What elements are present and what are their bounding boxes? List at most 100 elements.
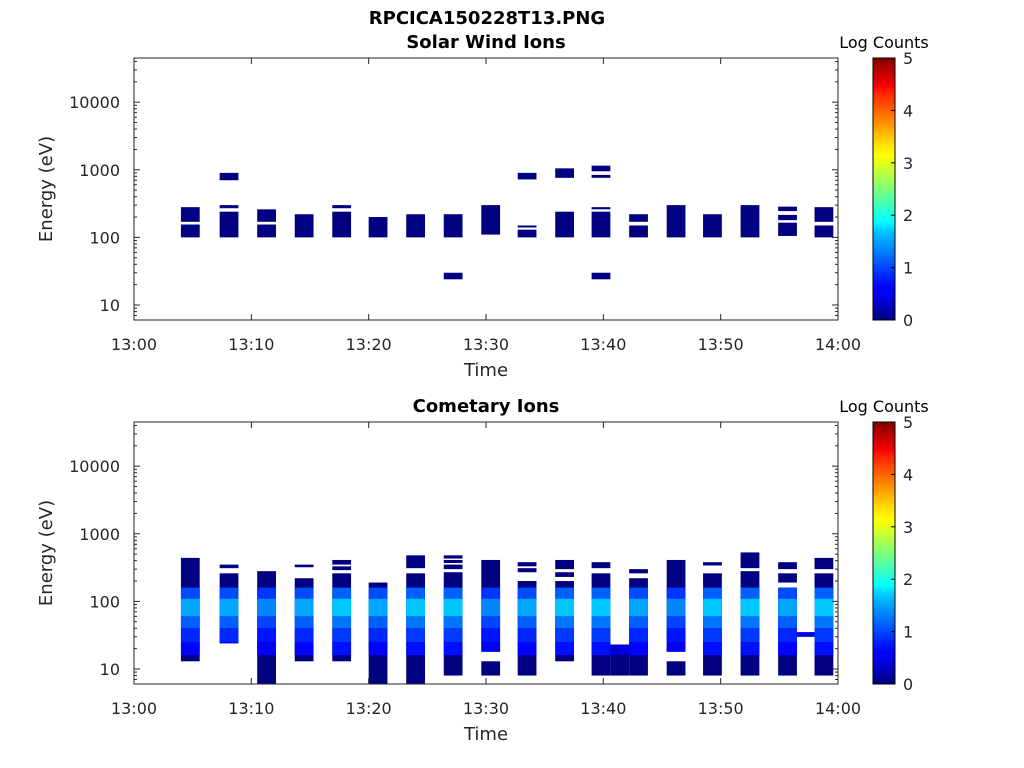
x-tick-label: 13:10 xyxy=(228,699,274,718)
data-cell xyxy=(180,628,200,643)
data-cell xyxy=(219,205,239,209)
x-tick-label: 13:00 xyxy=(111,699,157,718)
data-cell xyxy=(406,616,425,629)
data-cell xyxy=(591,272,611,280)
data-cell xyxy=(257,628,276,643)
data-cell xyxy=(666,598,686,617)
plot-frame xyxy=(133,57,839,321)
data-cell xyxy=(555,616,574,629)
colorbar-tick-label: 5 xyxy=(903,413,913,432)
data-cell xyxy=(219,172,239,181)
data-cell xyxy=(443,555,463,559)
data-cell xyxy=(778,214,797,221)
x-tick-label: 13:50 xyxy=(698,335,744,354)
colorbar-tick-label: 2 xyxy=(903,206,913,225)
data-cell xyxy=(778,616,797,629)
data-cell xyxy=(332,628,352,643)
data-cell xyxy=(180,207,200,222)
data-cell xyxy=(629,225,648,238)
data-cell xyxy=(180,587,200,599)
data-cell xyxy=(180,616,200,629)
data-cell xyxy=(666,205,686,238)
data-cell xyxy=(814,207,834,222)
data-cell xyxy=(332,642,352,656)
data-cell xyxy=(406,598,425,617)
y-tick-label: 100 xyxy=(89,592,120,611)
data-cell xyxy=(406,628,425,643)
data-cell xyxy=(555,587,574,599)
y-tick-label: 10 xyxy=(100,660,120,679)
data-cell xyxy=(443,564,463,570)
data-cell xyxy=(666,616,686,629)
panels: Solar Wind Ions 13:00 13:10 13:20 13:30 13:40… xyxy=(36,32,929,745)
data-cell xyxy=(219,564,239,569)
data-cell xyxy=(481,587,501,599)
data-cell xyxy=(443,598,463,617)
data-cell xyxy=(481,205,501,235)
panel-title: Cometary Ions xyxy=(413,396,560,417)
x-tick-label: 13:20 xyxy=(346,699,392,718)
data-cell xyxy=(517,628,537,643)
data-cell xyxy=(703,562,722,566)
x-tick-label: 13:00 xyxy=(111,335,157,354)
data-cell xyxy=(814,616,834,629)
data-cell xyxy=(778,573,797,583)
y-tick-label: 10 xyxy=(100,296,120,315)
y-tick-label: 100 xyxy=(89,228,120,247)
colorbar-tick-label: 0 xyxy=(903,311,913,330)
y-tick-label: 1000 xyxy=(79,525,120,544)
data-cell xyxy=(294,642,314,656)
colorbar-label: Log Counts xyxy=(839,397,929,416)
data-cell xyxy=(555,559,574,570)
y-tick-label: 1000 xyxy=(79,161,120,180)
data-cell xyxy=(629,598,648,617)
data-cell xyxy=(517,172,537,180)
data-cell xyxy=(555,168,574,178)
data-cell xyxy=(517,587,537,599)
data-cell xyxy=(332,598,352,617)
data-cell xyxy=(703,616,722,629)
data-cell xyxy=(629,587,648,599)
x-tick-label: 13:50 xyxy=(698,699,744,718)
data-cell xyxy=(778,562,797,570)
data-cell xyxy=(591,174,611,178)
data-cell xyxy=(629,214,648,222)
data-cell xyxy=(219,642,239,644)
data-cell xyxy=(443,214,463,238)
data-cell xyxy=(666,587,686,599)
spectrogram-data xyxy=(180,165,834,280)
data-cell xyxy=(591,562,611,569)
data-cell xyxy=(219,587,239,599)
data-cell xyxy=(406,587,425,599)
spectrogram-data xyxy=(180,552,834,684)
data-cell xyxy=(481,661,501,676)
data-cell xyxy=(443,587,463,599)
data-cell xyxy=(443,272,463,280)
data-cell xyxy=(629,628,648,643)
data-cell xyxy=(740,205,760,238)
data-cell xyxy=(778,628,797,643)
data-cell xyxy=(814,628,834,643)
data-cell xyxy=(517,562,537,567)
data-cell xyxy=(257,224,276,238)
data-cell xyxy=(219,628,239,643)
data-cell xyxy=(740,552,760,569)
data-cell xyxy=(517,642,537,656)
data-cell xyxy=(740,616,760,629)
data-cell xyxy=(778,642,797,656)
data-cell xyxy=(257,642,276,656)
data-cell xyxy=(591,165,611,172)
data-cell xyxy=(406,642,425,656)
data-cell xyxy=(443,559,463,563)
data-cell xyxy=(294,616,314,629)
data-cell xyxy=(814,587,834,599)
colorbar-tick-label: 3 xyxy=(903,154,913,173)
data-cell xyxy=(294,564,314,568)
colorbar-tick-label: 4 xyxy=(903,101,913,120)
data-cell xyxy=(443,616,463,629)
data-cell xyxy=(517,568,537,573)
data-cell xyxy=(555,211,574,238)
data-cell xyxy=(629,616,648,629)
